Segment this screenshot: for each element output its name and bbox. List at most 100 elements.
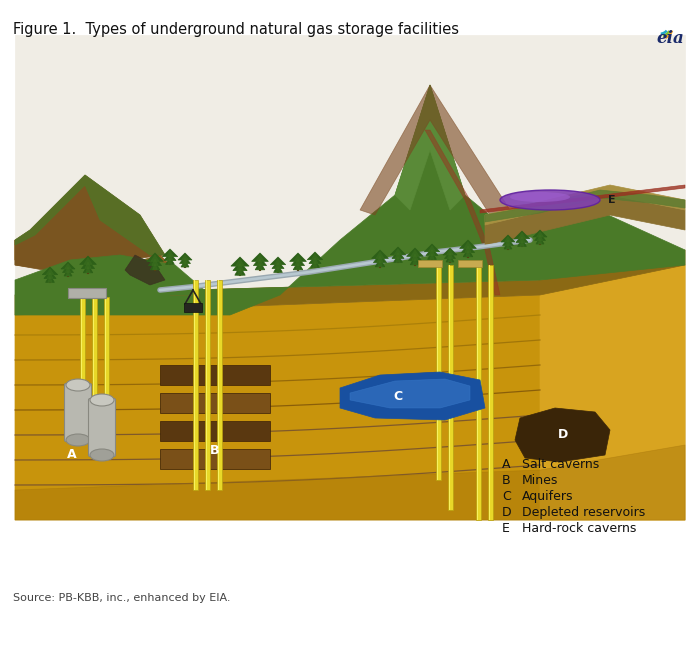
Text: Hard-rock caverns: Hard-rock caverns: [522, 522, 636, 535]
Polygon shape: [290, 253, 307, 261]
FancyBboxPatch shape: [64, 383, 92, 441]
Polygon shape: [291, 257, 304, 266]
Polygon shape: [125, 255, 165, 285]
Polygon shape: [485, 195, 685, 245]
Polygon shape: [257, 259, 263, 266]
Polygon shape: [375, 259, 385, 267]
Polygon shape: [377, 260, 382, 267]
Polygon shape: [466, 250, 470, 257]
Polygon shape: [237, 264, 244, 270]
Polygon shape: [81, 260, 94, 268]
Polygon shape: [85, 266, 90, 273]
Polygon shape: [150, 255, 159, 261]
Ellipse shape: [90, 394, 114, 406]
Bar: [206, 280, 207, 490]
Polygon shape: [294, 255, 302, 261]
Polygon shape: [411, 250, 419, 257]
Polygon shape: [519, 236, 525, 242]
Polygon shape: [514, 231, 530, 239]
Polygon shape: [448, 257, 452, 262]
Polygon shape: [272, 261, 284, 268]
Polygon shape: [536, 237, 544, 244]
Polygon shape: [274, 264, 282, 272]
Polygon shape: [80, 256, 97, 264]
Polygon shape: [443, 248, 457, 255]
Bar: [418, 260, 442, 267]
Polygon shape: [350, 379, 470, 408]
Polygon shape: [150, 261, 160, 270]
Polygon shape: [46, 275, 55, 282]
Polygon shape: [61, 262, 75, 269]
Polygon shape: [15, 240, 200, 295]
Text: D: D: [502, 506, 512, 519]
Polygon shape: [15, 265, 685, 520]
Wedge shape: [661, 30, 668, 35]
Polygon shape: [47, 272, 53, 279]
Polygon shape: [520, 240, 524, 246]
Polygon shape: [446, 255, 454, 262]
Polygon shape: [15, 175, 165, 272]
Polygon shape: [461, 244, 475, 253]
Polygon shape: [447, 249, 454, 255]
Text: E: E: [502, 522, 510, 535]
Polygon shape: [83, 264, 93, 273]
Polygon shape: [167, 255, 173, 261]
Text: Depleted reservoirs: Depleted reservoirs: [522, 506, 645, 519]
Bar: [80, 297, 85, 430]
Bar: [160, 421, 270, 441]
Polygon shape: [164, 253, 176, 261]
Polygon shape: [501, 235, 515, 242]
Polygon shape: [426, 248, 438, 255]
Polygon shape: [64, 264, 71, 269]
Polygon shape: [276, 266, 280, 272]
Text: B: B: [210, 443, 220, 456]
Bar: [80, 297, 82, 430]
Bar: [160, 365, 270, 385]
Polygon shape: [152, 259, 158, 266]
Bar: [475, 265, 480, 520]
Polygon shape: [311, 253, 319, 260]
Polygon shape: [395, 257, 400, 263]
Polygon shape: [360, 85, 510, 215]
Polygon shape: [234, 266, 245, 275]
Ellipse shape: [500, 190, 600, 210]
Polygon shape: [516, 235, 528, 242]
Polygon shape: [15, 255, 210, 295]
Polygon shape: [168, 259, 172, 264]
Text: D: D: [558, 428, 568, 441]
Bar: [435, 265, 440, 480]
Bar: [92, 297, 94, 430]
Polygon shape: [44, 271, 56, 279]
Polygon shape: [181, 255, 188, 260]
Ellipse shape: [510, 192, 570, 202]
Polygon shape: [15, 250, 685, 315]
Bar: [160, 449, 270, 469]
Polygon shape: [538, 238, 542, 244]
Polygon shape: [178, 253, 192, 260]
Ellipse shape: [66, 379, 90, 391]
Bar: [487, 265, 493, 520]
Polygon shape: [313, 261, 317, 267]
Bar: [449, 265, 450, 510]
Polygon shape: [447, 253, 453, 259]
Polygon shape: [376, 252, 384, 259]
Polygon shape: [153, 263, 158, 270]
Bar: [447, 265, 452, 510]
Bar: [160, 393, 270, 413]
Bar: [204, 280, 209, 490]
Polygon shape: [395, 253, 401, 259]
Polygon shape: [42, 267, 57, 275]
Polygon shape: [464, 242, 473, 248]
Polygon shape: [485, 185, 685, 225]
Polygon shape: [412, 254, 419, 261]
Polygon shape: [256, 255, 264, 261]
Polygon shape: [430, 253, 434, 259]
Polygon shape: [256, 261, 265, 270]
Bar: [489, 265, 490, 520]
Polygon shape: [15, 445, 685, 520]
Polygon shape: [503, 238, 514, 246]
Polygon shape: [65, 267, 71, 272]
Polygon shape: [166, 257, 174, 264]
Polygon shape: [295, 263, 300, 270]
Polygon shape: [84, 258, 92, 264]
